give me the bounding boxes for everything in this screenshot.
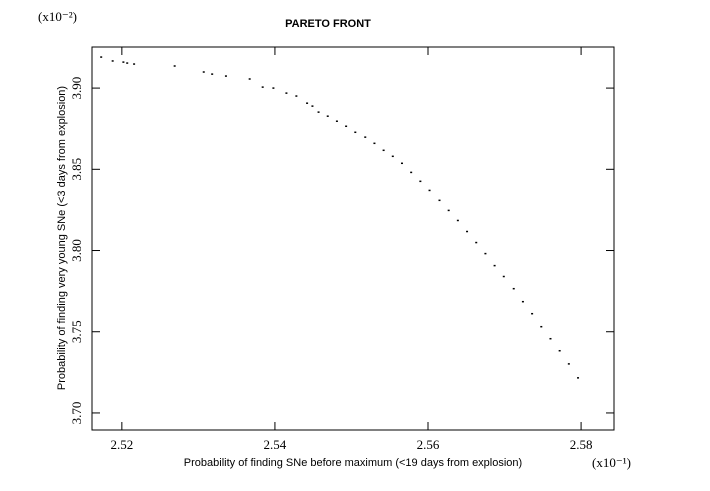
point [173,65,176,67]
point [475,241,478,244]
point [502,275,505,278]
point [133,63,136,65]
point [512,287,515,290]
plot-frame [91,46,615,431]
point [335,120,338,122]
point [531,312,534,315]
point [558,349,561,352]
x-tick-label: 2.54 [264,437,287,452]
point [306,102,309,104]
point [111,60,114,62]
x-tick-label: 2.52 [110,437,133,452]
point [484,252,487,255]
point [549,337,552,340]
point [295,95,298,97]
point [326,115,329,117]
x-tick-label: 2.56 [417,437,440,452]
point [466,230,469,233]
point [311,105,314,107]
y-tick-label: 3.90 [69,77,84,100]
x-axis-label: Probability of finding SNe before maximu… [184,457,522,469]
point [126,62,129,64]
point [540,325,543,328]
point [447,209,450,212]
point [261,86,264,88]
point [354,131,357,134]
point [493,264,496,267]
point [100,56,103,58]
y-scale-label: (x10⁻²) [38,9,77,24]
point [428,189,431,192]
point [211,73,214,75]
point [364,136,367,138]
point [272,87,275,89]
y-tick-label: 3.70 [69,402,84,425]
y-axis-label: Probability of finding very young SNe (<… [56,86,68,390]
point [419,180,422,183]
point [410,171,413,174]
x-tick-label: 2.58 [570,437,593,452]
point [285,92,288,94]
y-tick-label: 3.80 [69,239,84,262]
point [122,61,125,63]
y-tick-label: 3.75 [69,320,84,343]
point [373,142,376,145]
chart-title: PARETO FRONT [285,18,371,30]
point [456,219,459,222]
point [202,71,205,73]
point [248,78,251,80]
point [391,155,394,158]
point [567,363,570,365]
point [317,111,320,113]
x-scale-label: (x10⁻¹) [592,455,631,470]
point [400,162,403,165]
point [382,149,385,152]
point [577,377,580,379]
point [224,75,227,77]
y-tick-label: 3.85 [69,158,84,181]
point [438,199,441,202]
point [521,300,524,303]
point [345,125,348,128]
